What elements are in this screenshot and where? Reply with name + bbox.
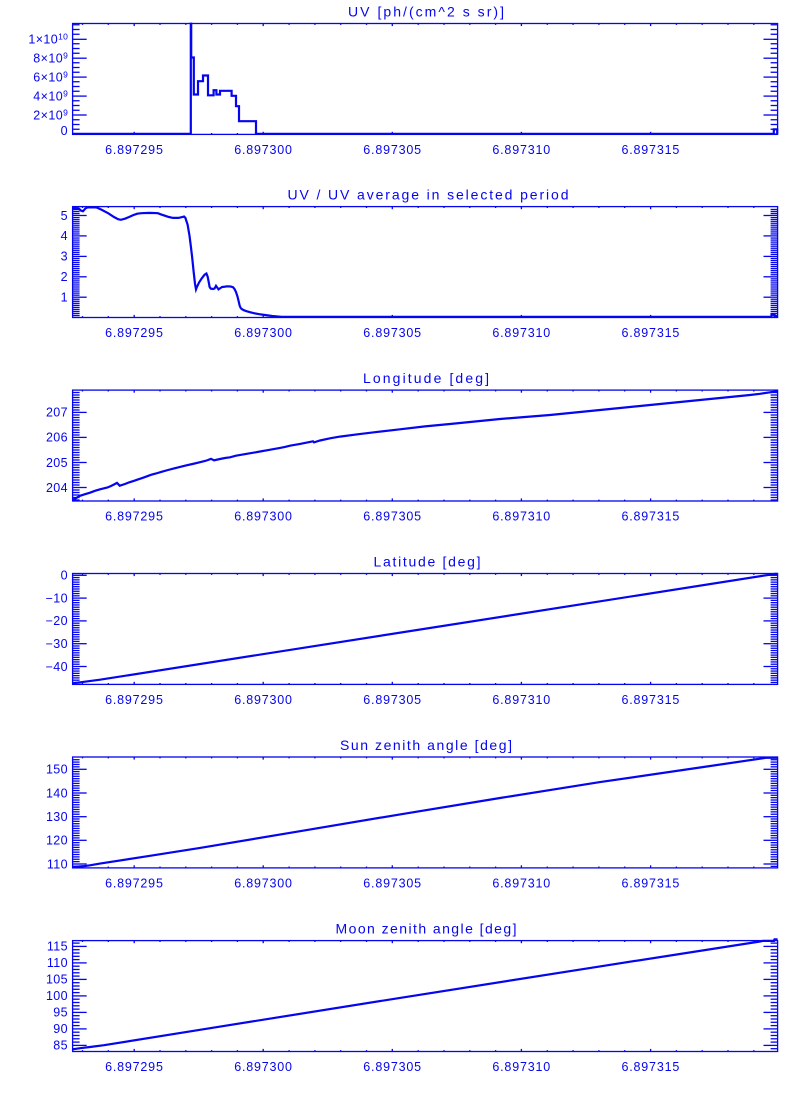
svg-text:4: 4 [61,229,68,243]
svg-text:6.897310: 6.897310 [492,326,550,340]
svg-text:204: 204 [46,481,68,495]
svg-text:110: 110 [47,956,68,970]
svg-text:150: 150 [46,763,68,777]
svg-text:6.897315: 6.897315 [622,693,680,707]
svg-text:UV / UV average in selected pe: UV / UV average in selected period [288,187,569,203]
svg-text:6.897300: 6.897300 [234,693,292,707]
svg-text:130: 130 [46,810,68,824]
svg-text:2: 2 [61,270,68,284]
svg-text:6.897305: 6.897305 [363,1060,421,1074]
svg-text:8×109: 8×109 [33,51,68,66]
svg-text:6.897295: 6.897295 [105,693,163,707]
svg-text:−30: −30 [46,637,68,651]
svg-text:6.897300: 6.897300 [234,326,292,340]
svg-text:6.897305: 6.897305 [363,876,421,890]
svg-text:6×109: 6×109 [33,69,68,84]
svg-text:205: 205 [46,456,68,470]
svg-text:6.897310: 6.897310 [492,143,550,157]
svg-text:140: 140 [46,786,68,800]
svg-text:−10: −10 [46,591,68,605]
svg-text:1: 1 [61,291,68,305]
svg-text:6.897310: 6.897310 [492,510,550,524]
svg-text:6.897295: 6.897295 [105,1060,163,1074]
svg-text:6.897315: 6.897315 [622,876,680,890]
svg-text:2×109: 2×109 [33,107,68,122]
svg-text:6.897295: 6.897295 [105,326,163,340]
svg-text:6.897305: 6.897305 [363,326,421,340]
svg-text:115: 115 [47,940,68,954]
svg-text:110: 110 [47,857,68,871]
svg-text:6.897295: 6.897295 [105,510,163,524]
svg-text:Moon zenith angle [deg]: Moon zenith angle [deg] [336,921,517,937]
svg-text:6.897315: 6.897315 [622,326,680,340]
svg-text:UV [ph/(cm^2 s sr)]: UV [ph/(cm^2 s sr)] [348,4,504,20]
svg-text:6.897300: 6.897300 [234,143,292,157]
svg-text:100: 100 [46,989,68,1003]
svg-text:6.897300: 6.897300 [234,876,292,890]
svg-text:6.897310: 6.897310 [492,1060,550,1074]
svg-text:Longitude [deg]: Longitude [deg] [363,370,489,386]
svg-text:95: 95 [53,1006,68,1020]
svg-text:6.897310: 6.897310 [492,693,550,707]
svg-text:Sun zenith angle [deg]: Sun zenith angle [deg] [340,737,512,753]
svg-text:6.897300: 6.897300 [234,510,292,524]
svg-text:90: 90 [53,1022,68,1036]
svg-text:1×1010: 1×1010 [28,32,68,47]
svg-text:120: 120 [46,834,68,848]
svg-text:−40: −40 [46,660,68,674]
svg-text:Latitude [deg]: Latitude [deg] [374,554,481,570]
svg-text:3: 3 [61,250,68,264]
svg-text:6.897310: 6.897310 [492,876,550,890]
svg-text:6.897300: 6.897300 [234,1060,292,1074]
svg-text:6.897305: 6.897305 [363,510,421,524]
svg-text:6.897295: 6.897295 [105,143,163,157]
svg-text:206: 206 [46,431,68,445]
svg-text:6.897295: 6.897295 [105,876,163,890]
svg-text:105: 105 [46,973,68,987]
svg-text:6.897305: 6.897305 [363,693,421,707]
svg-text:6.897315: 6.897315 [622,1060,680,1074]
svg-text:0: 0 [61,124,68,138]
svg-text:207: 207 [46,406,68,420]
svg-text:6.897305: 6.897305 [363,143,421,157]
svg-text:4×109: 4×109 [33,88,68,103]
svg-text:6.897315: 6.897315 [622,143,680,157]
svg-text:−20: −20 [46,614,68,628]
svg-text:6.897315: 6.897315 [622,510,680,524]
svg-text:0: 0 [61,569,68,583]
svg-text:85: 85 [53,1039,68,1053]
svg-text:5: 5 [61,209,68,223]
